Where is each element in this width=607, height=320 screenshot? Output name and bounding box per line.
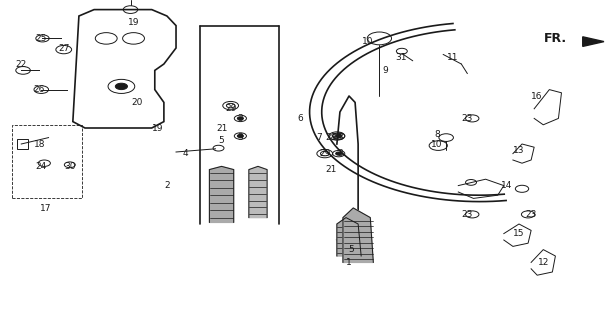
Text: 22: 22: [16, 60, 27, 68]
Text: 15: 15: [514, 229, 524, 238]
Text: 19: 19: [152, 124, 163, 132]
Text: 28: 28: [325, 133, 336, 142]
Circle shape: [336, 134, 342, 138]
Text: 23: 23: [462, 210, 473, 219]
Text: 12: 12: [538, 258, 549, 267]
Text: 23: 23: [526, 210, 537, 219]
Text: 31: 31: [395, 53, 406, 62]
Text: 29: 29: [225, 104, 236, 113]
Text: 4: 4: [182, 149, 188, 158]
Polygon shape: [209, 166, 234, 222]
Text: 3: 3: [237, 114, 243, 123]
Text: 27: 27: [58, 44, 69, 52]
Text: 5: 5: [348, 245, 354, 254]
Text: 3: 3: [337, 149, 343, 158]
Text: 18: 18: [34, 140, 45, 148]
Text: 29: 29: [319, 149, 330, 158]
Polygon shape: [337, 218, 361, 256]
Bar: [12, 125, 82, 198]
Text: 13: 13: [514, 146, 524, 155]
Text: FR.: FR.: [544, 32, 567, 45]
Text: 19: 19: [128, 18, 139, 27]
Text: 23: 23: [462, 114, 473, 123]
Text: 6: 6: [297, 114, 304, 123]
Text: 26: 26: [34, 85, 45, 94]
Polygon shape: [249, 166, 267, 218]
Text: 2: 2: [164, 181, 170, 190]
Text: 10: 10: [432, 140, 443, 148]
Text: 17: 17: [40, 204, 51, 212]
Text: 30: 30: [64, 162, 75, 171]
Text: 8: 8: [434, 130, 440, 139]
Polygon shape: [583, 37, 604, 46]
Text: 3: 3: [337, 133, 343, 142]
Text: 21: 21: [325, 165, 336, 174]
Text: 9: 9: [382, 66, 388, 75]
Text: 3: 3: [237, 133, 243, 142]
Circle shape: [336, 152, 342, 155]
Text: 1: 1: [346, 258, 352, 267]
Text: 29: 29: [331, 133, 342, 142]
Text: 10: 10: [362, 37, 373, 46]
Text: 25: 25: [36, 34, 47, 43]
Text: 11: 11: [447, 53, 458, 62]
Text: 21: 21: [216, 124, 227, 132]
Bar: [17, 139, 28, 149]
Text: 20: 20: [131, 98, 142, 107]
Circle shape: [237, 134, 243, 138]
Text: 14: 14: [501, 181, 512, 190]
Text: 24: 24: [36, 162, 47, 171]
Text: 16: 16: [532, 92, 543, 100]
Text: 5: 5: [219, 136, 225, 145]
Text: 7: 7: [316, 133, 322, 142]
Polygon shape: [343, 208, 373, 262]
Circle shape: [115, 83, 127, 90]
Circle shape: [237, 117, 243, 120]
